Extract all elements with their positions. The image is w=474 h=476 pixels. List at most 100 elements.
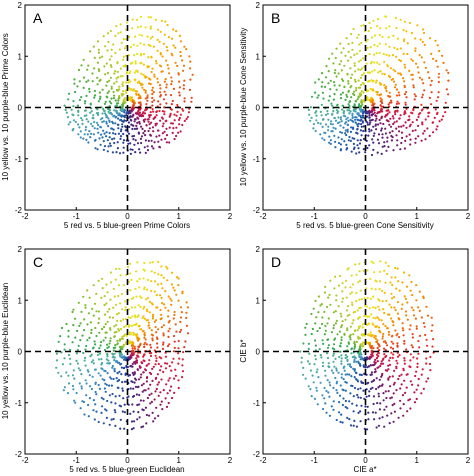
- scatter-point: [342, 378, 345, 381]
- scatter-point: [366, 96, 369, 99]
- scatter-point: [138, 416, 141, 419]
- scatter-point: [137, 101, 141, 104]
- scatter-point: [96, 127, 99, 130]
- scatter-point: [133, 71, 136, 74]
- scatter-point: [401, 303, 404, 306]
- scatter-point: [107, 110, 110, 113]
- scatter-point: [327, 296, 330, 299]
- scatter-point: [327, 125, 330, 128]
- scatter-point: [136, 280, 139, 283]
- scatter-point: [334, 322, 337, 325]
- scatter-point: [344, 373, 347, 376]
- scatter-point: [380, 152, 383, 155]
- scatter-point: [100, 296, 103, 299]
- scatter-point: [90, 331, 93, 334]
- scatter-point: [422, 132, 425, 135]
- scatter-point: [368, 112, 371, 115]
- scatter-point: [143, 288, 146, 291]
- scatter-point: [116, 61, 119, 64]
- scatter-point: [150, 280, 153, 283]
- scatter-point: [170, 303, 173, 306]
- scatter-point: [380, 375, 383, 378]
- scatter-point: [437, 91, 440, 94]
- scatter-point: [380, 108, 383, 111]
- scatter-point: [108, 394, 111, 397]
- scatter-point: [383, 291, 386, 294]
- scatter-point: [321, 339, 324, 342]
- scatter-point: [144, 341, 147, 344]
- scatter-point: [351, 73, 354, 76]
- scatter-point: [354, 70, 357, 73]
- scatter-point: [326, 112, 329, 115]
- scatter-point: [388, 359, 391, 362]
- scatter-point: [404, 101, 407, 104]
- scatter-point: [106, 71, 109, 75]
- scatter-point: [444, 111, 447, 114]
- scatter-point: [116, 339, 119, 342]
- scatter-point: [382, 392, 385, 395]
- scatter-point: [358, 49, 362, 53]
- scatter-point: [396, 37, 399, 40]
- scatter-point: [346, 358, 349, 361]
- scatter-point: [171, 271, 174, 274]
- scatter-point: [313, 363, 316, 366]
- scatter-point: [414, 317, 417, 320]
- scatter-point: [387, 330, 390, 334]
- scatter-point: [146, 310, 149, 313]
- scatter-point: [397, 102, 400, 105]
- scatter-point: [140, 61, 143, 65]
- scatter-point: [418, 309, 421, 312]
- scatter-point: [136, 127, 139, 130]
- scatter-point: [182, 64, 186, 67]
- scatter-point: [105, 358, 108, 361]
- scatter-point: [132, 88, 135, 91]
- scatter-point: [103, 102, 107, 105]
- scatter-point: [320, 72, 324, 75]
- scatter-point: [360, 343, 363, 347]
- scatter-point: [417, 71, 420, 74]
- scatter-point: [128, 79, 131, 82]
- scatter-point: [134, 360, 137, 363]
- scatter-point: [400, 373, 403, 376]
- scatter-point: [107, 145, 110, 148]
- scatter-point: [137, 113, 140, 116]
- scatter-point: [83, 413, 86, 416]
- scatter-point: [158, 145, 161, 148]
- scatter-point: [403, 271, 406, 274]
- scatter-point: [135, 93, 138, 96]
- scatter-point: [125, 28, 128, 31]
- scatter-point: [138, 33, 141, 36]
- scatter-point: [88, 336, 91, 339]
- scatter-point: [111, 138, 114, 141]
- scatter-point: [154, 363, 157, 366]
- scatter-point: [353, 103, 356, 106]
- scatter-point: [343, 365, 346, 368]
- scatter-point: [340, 131, 344, 134]
- scatter-point: [402, 52, 405, 56]
- scatter-point: [118, 95, 121, 98]
- scatter-point: [361, 116, 365, 119]
- scatter-point: [322, 97, 325, 100]
- scatter-point: [141, 83, 144, 86]
- scatter-point: [178, 80, 181, 83]
- scatter-point: [166, 23, 169, 27]
- scatter-point: [401, 327, 404, 330]
- scatter-point: [99, 374, 102, 377]
- scatter-point: [105, 120, 108, 123]
- scatter-point: [171, 122, 174, 125]
- scatter-point: [115, 151, 118, 154]
- scatter-point: [379, 122, 382, 125]
- scatter-point: [339, 131, 342, 134]
- scatter-point: [147, 362, 150, 365]
- scatter-point: [376, 91, 379, 94]
- y-tick-label: -1: [15, 399, 23, 408]
- scatter-point: [165, 102, 168, 105]
- scatter-point: [178, 34, 181, 38]
- scatter-point: [122, 81, 125, 84]
- scatter-point: [181, 59, 184, 62]
- scatter-point: [368, 80, 371, 83]
- scatter-point: [110, 97, 113, 100]
- scatter-point: [99, 344, 102, 347]
- scatter-point: [138, 277, 141, 280]
- scatter-point: [104, 113, 108, 117]
